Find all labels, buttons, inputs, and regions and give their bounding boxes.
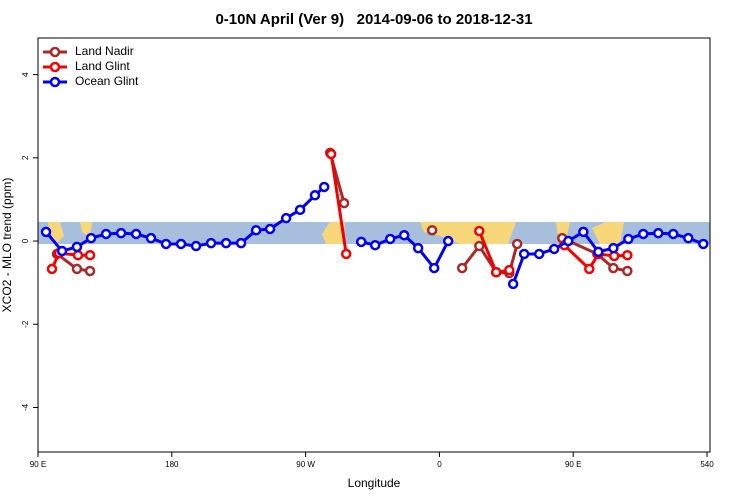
point: [205, 237, 217, 249]
point: [355, 236, 367, 248]
legend-marker: [49, 76, 61, 88]
land: [420, 222, 516, 244]
point: [578, 226, 589, 238]
legend-marker: [49, 61, 61, 73]
point: [235, 237, 247, 249]
series-line: [50, 251, 91, 270]
legend-label: Land Glint: [75, 59, 130, 73]
point: [533, 248, 545, 260]
y-tick-label: -2: [21, 320, 30, 328]
point: [56, 245, 68, 257]
point: [507, 278, 519, 290]
point: [504, 264, 515, 276]
y-tick-label: -4: [21, 403, 30, 411]
x-tick-label: 540: [700, 460, 714, 469]
point: [637, 228, 649, 240]
x-tick-label: 90 W: [296, 460, 315, 469]
point: [511, 238, 523, 250]
point: [40, 226, 52, 238]
point: [130, 228, 142, 240]
point: [622, 249, 633, 261]
x-tick-label: 90 E: [30, 460, 46, 469]
y-tick-label: 4: [21, 72, 30, 77]
point: [398, 229, 410, 241]
plot-frame: [37, 37, 711, 453]
x-tick-label: 0: [437, 460, 442, 469]
y-tick-label: 0: [21, 238, 30, 243]
land: [592, 222, 624, 244]
point: [668, 228, 679, 240]
point: [190, 240, 202, 252]
x-tick-label: 90 E: [565, 460, 581, 469]
point: [442, 235, 454, 247]
point: [250, 224, 262, 236]
point: [318, 181, 330, 193]
x-axis-label: Longitude: [348, 476, 401, 490]
point: [72, 249, 84, 261]
point: [608, 242, 619, 254]
point: [622, 265, 633, 277]
point: [518, 248, 530, 260]
point: [623, 233, 634, 245]
point: [160, 238, 172, 250]
chart-title: 0-10N April (Ver 9) 2014-09-06 to 2018-1…: [215, 11, 532, 28]
point: [338, 197, 350, 209]
point: [474, 240, 485, 252]
point: [428, 262, 440, 274]
point: [608, 262, 619, 274]
point: [71, 263, 83, 275]
y-axis-label: XCO2 - MLO trend (ppm): [0, 178, 14, 313]
point: [369, 239, 381, 251]
point: [584, 263, 595, 275]
point: [653, 227, 664, 239]
point: [490, 267, 502, 278]
map-band: [38, 222, 710, 244]
land: [322, 222, 345, 244]
point: [264, 223, 276, 235]
point: [340, 248, 352, 260]
point: [145, 232, 157, 244]
point: [294, 204, 306, 216]
legend-marker: [49, 46, 61, 58]
point: [412, 242, 424, 254]
point: [698, 238, 709, 250]
point: [175, 238, 187, 250]
ocean-band: [38, 222, 710, 244]
y-tick-label: 2: [21, 155, 30, 160]
legend-label: Ocean Glint: [75, 74, 139, 88]
point: [325, 148, 337, 160]
point: [593, 246, 604, 258]
point: [426, 224, 438, 236]
point: [85, 232, 97, 244]
point: [683, 232, 694, 244]
point: [456, 262, 468, 274]
legend-label: Land Nadir: [75, 44, 134, 58]
series-line: [329, 153, 348, 255]
point: [220, 237, 232, 249]
point: [548, 243, 560, 255]
point: [84, 265, 96, 277]
point: [115, 227, 127, 239]
point: [84, 249, 96, 261]
x-tick-label: 180: [165, 460, 179, 469]
point: [100, 228, 112, 240]
point: [280, 212, 292, 224]
series-line: [561, 236, 628, 273]
point: [563, 235, 574, 247]
point: [71, 241, 83, 253]
point: [384, 233, 396, 245]
point: [474, 225, 485, 237]
point: [46, 263, 58, 275]
point: [309, 190, 321, 201]
